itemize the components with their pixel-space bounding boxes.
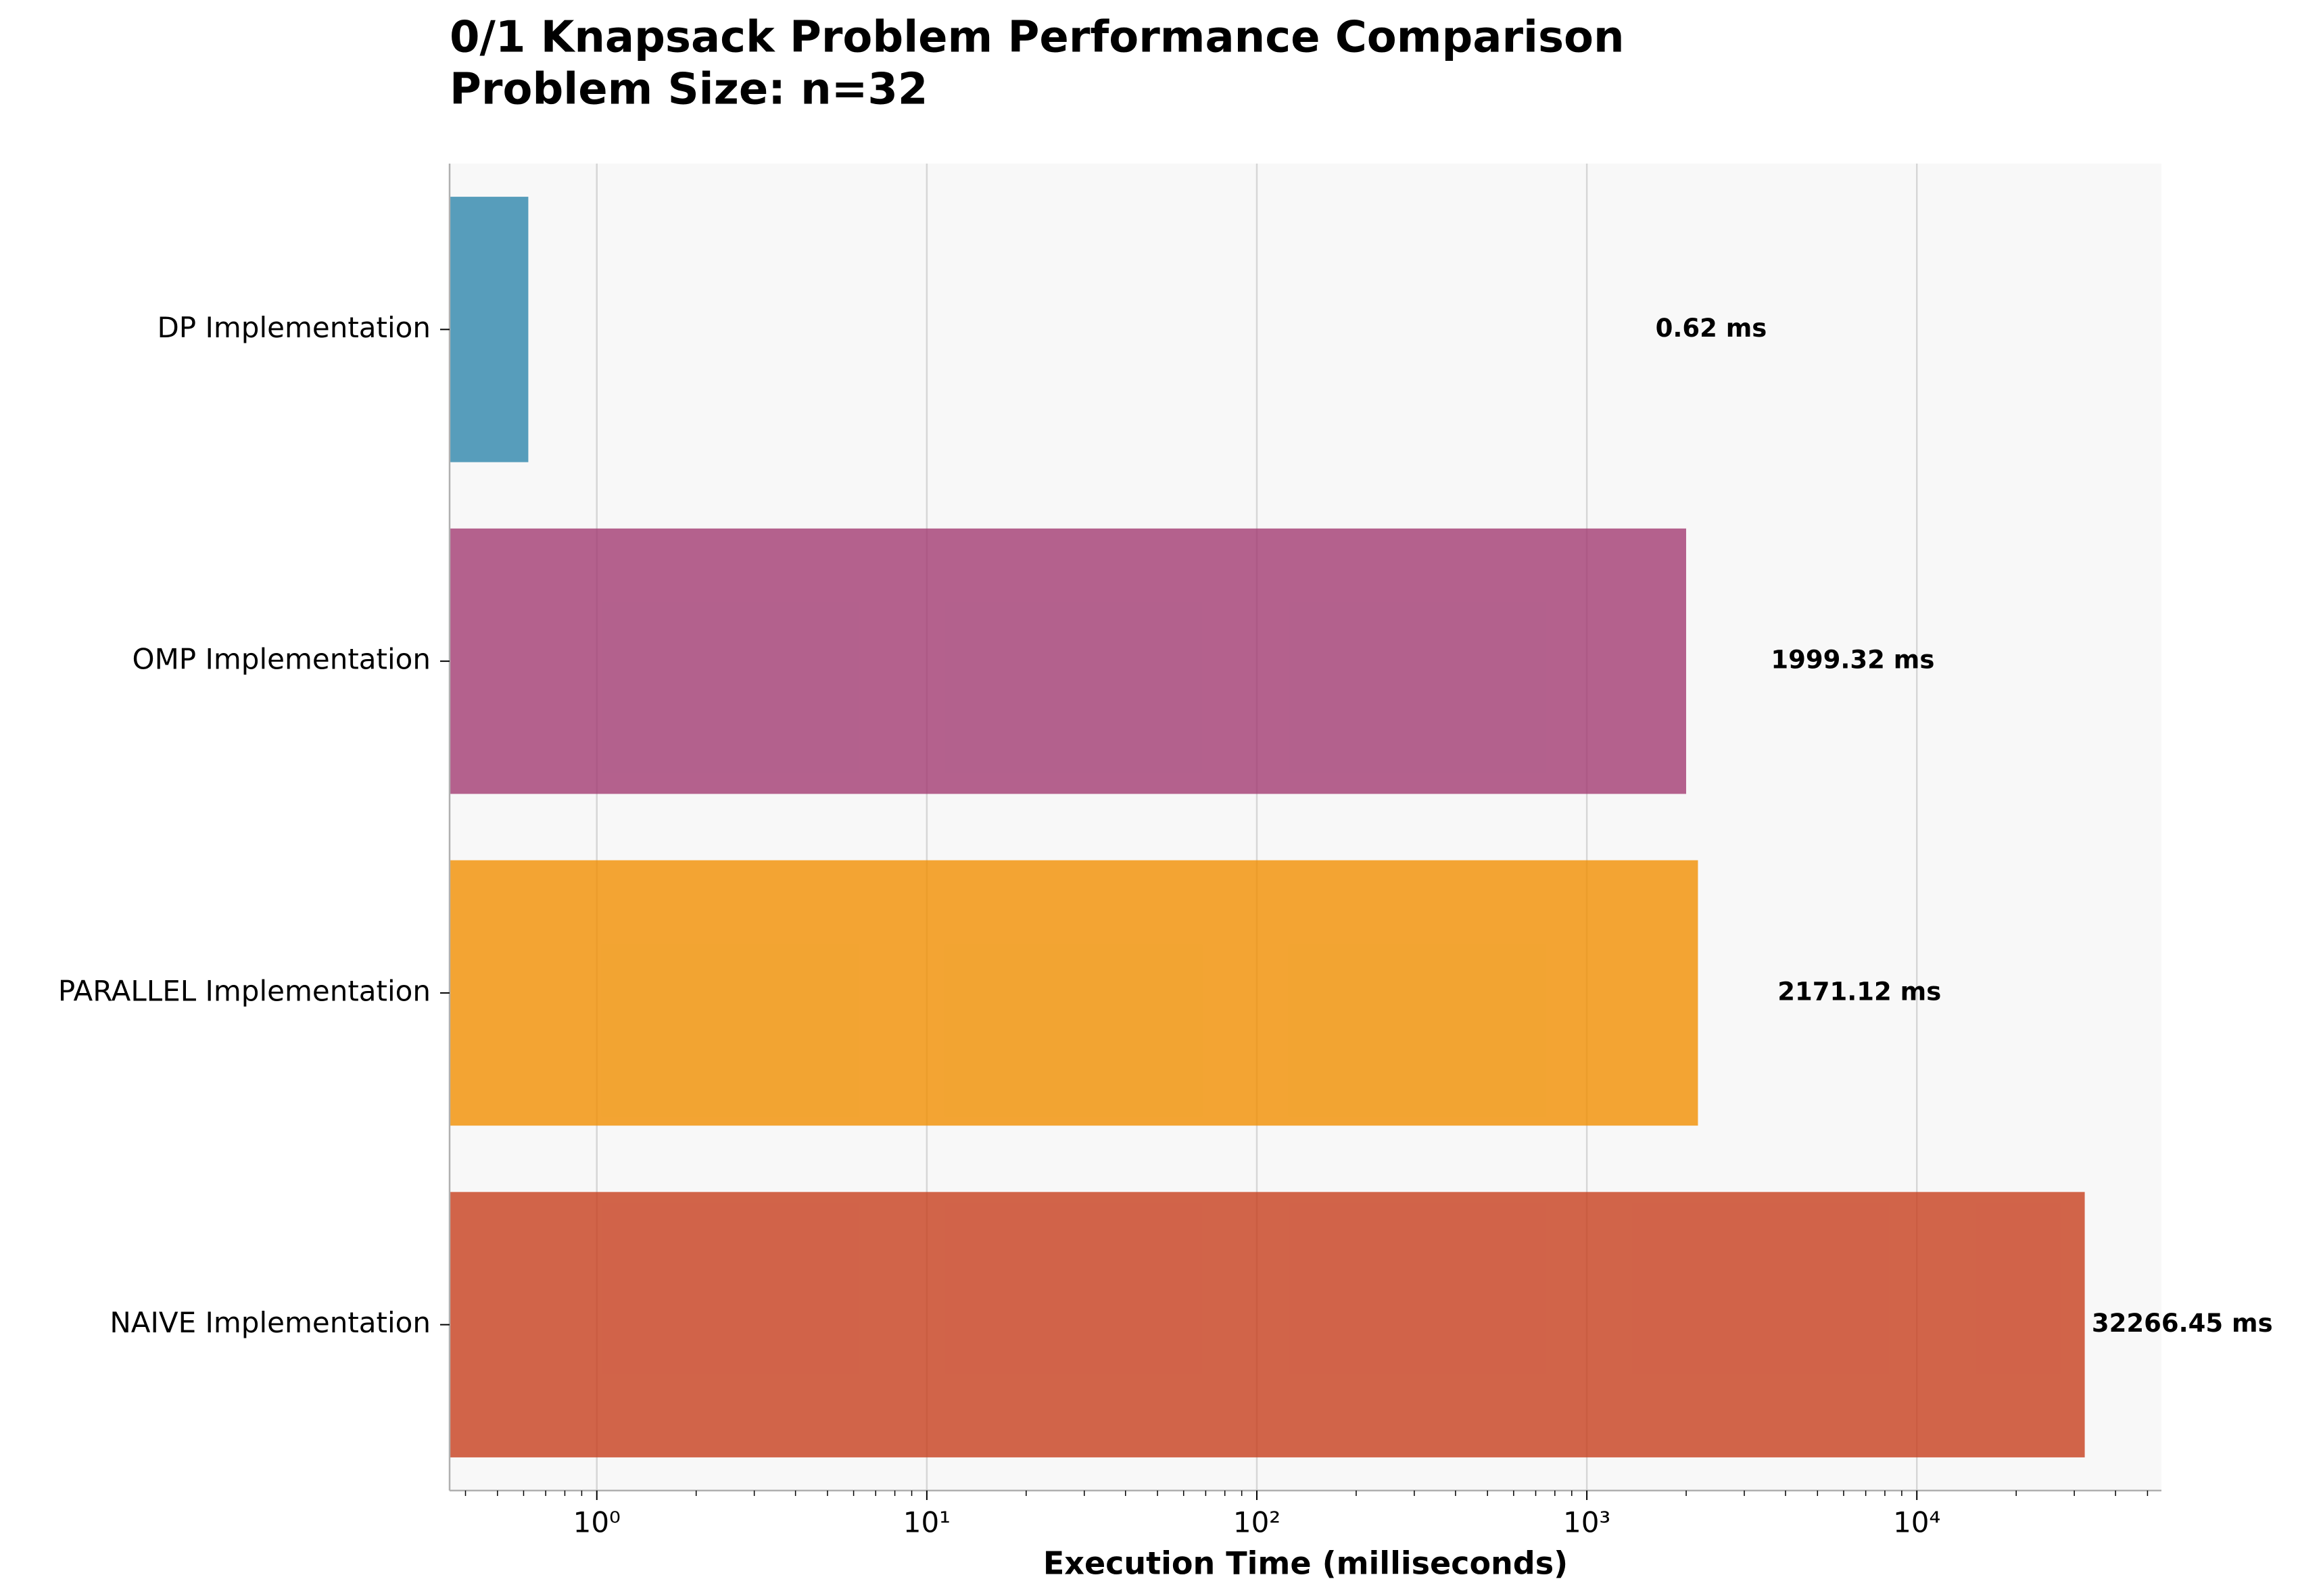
y-tick-label: PARALLEL Implementation bbox=[58, 974, 431, 1007]
x-tick-label: 10⁴ bbox=[1893, 1506, 1940, 1539]
y-tick-label: DP Implementation bbox=[157, 311, 431, 344]
x-tick-label: 10⁰ bbox=[573, 1506, 621, 1539]
chart-subtitle: Problem Size: n=32 bbox=[450, 65, 928, 115]
value-label: 2171.12 ms bbox=[1777, 977, 1941, 1006]
x-axis-label: Execution Time (milliseconds) bbox=[1043, 1545, 1568, 1582]
value-label: 0.62 ms bbox=[1656, 314, 1767, 343]
bar bbox=[450, 528, 1686, 794]
y-tick-label: OMP Implementation bbox=[133, 643, 431, 676]
y-tick-label: NAIVE Implementation bbox=[110, 1306, 431, 1339]
x-tick-label: 10³ bbox=[1563, 1506, 1610, 1539]
x-tick-label: 10¹ bbox=[903, 1506, 951, 1539]
bars bbox=[450, 197, 2085, 1457]
bar bbox=[450, 860, 1698, 1126]
value-label: 32266.45 ms bbox=[2092, 1309, 2273, 1338]
bar bbox=[450, 197, 529, 462]
chart-title: 0/1 Knapsack Problem Performance Compari… bbox=[450, 13, 1625, 63]
value-label: 1999.32 ms bbox=[1771, 646, 1934, 675]
x-tick-label: 10² bbox=[1233, 1506, 1280, 1539]
bar bbox=[450, 1192, 2085, 1457]
